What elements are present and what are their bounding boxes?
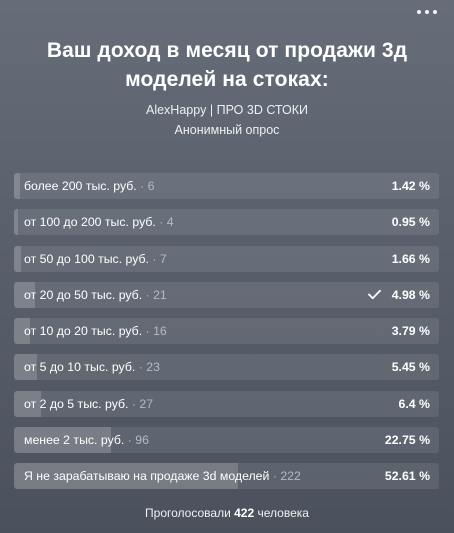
poll-option-label: Я не зарабатываю на продаже 3d моделей [24, 469, 270, 484]
poll-type: Анонимный опрос [174, 123, 280, 137]
footer-suffix: человека [254, 506, 309, 520]
poll-option-progress [14, 281, 36, 308]
poll-option-text: от 20 до 50 тыс. руб. · 21 [24, 282, 167, 308]
poll-option-label: менее 2 тыс. руб. [24, 433, 125, 448]
poll-option-label: более 200 тыс. руб. [24, 179, 137, 193]
poll-option-percent: 5.45 % [391, 360, 430, 375]
poll-option-text: Я не зарабатываю на продаже 3d моделей ·… [24, 463, 301, 489]
dot [433, 10, 437, 14]
poll-option[interactable]: Я не зарабатываю на продаже 3d моделей ·… [14, 463, 439, 490]
more-options-icon[interactable] [415, 8, 439, 16]
poll-option-votes: · 7 [148, 251, 167, 266]
poll-option-votes: · 23 [135, 360, 160, 375]
poll-footer: Проголосовали 422 человека [0, 506, 454, 520]
poll-option-progress [14, 209, 19, 236]
poll-option-votes: · 222 [269, 469, 301, 484]
poll-option-progress [14, 173, 21, 199]
poll-option-progress [14, 318, 31, 345]
poll-option-text: от 2 до 5 тыс. руб. · 27 [24, 391, 153, 417]
poll-option-label: от 5 до 10 тыс. руб. [24, 360, 136, 375]
poll-option-percent: 52.61 % [384, 469, 430, 484]
poll-option-label: от 50 до 100 тыс. руб. [24, 251, 149, 266]
poll-option-percent: 0.95 % [391, 215, 430, 230]
poll-option[interactable]: менее 2 тыс. руб. · 96 22.75 % [14, 427, 439, 454]
poll-option[interactable]: более 200 тыс. руб. · 6 1.42 % [14, 173, 439, 199]
poll-option[interactable]: от 50 до 100 тыс. руб. · 7 1.66 % [14, 245, 439, 272]
poll-title: Ваш доход в месяц от продажи 3д моделей … [46, 39, 408, 91]
poll-option-percent: 6.4 % [398, 396, 430, 411]
poll-option-votes: · 6 [136, 179, 155, 193]
poll-option-label: от 100 до 200 тыс. руб. [24, 215, 156, 230]
poll-option[interactable]: от 100 до 200 тыс. руб. · 4 0.95 % [14, 209, 439, 236]
poll-option-label: от 10 до 20 тыс. руб. [24, 324, 143, 339]
dot [425, 10, 429, 14]
poll-option[interactable]: от 10 до 20 тыс. руб. · 16 3.79 % [14, 318, 439, 345]
poll-option-votes: · 27 [128, 396, 154, 411]
poll-option-text: менее 2 тыс. руб. · 96 [24, 427, 149, 453]
dot [417, 10, 421, 14]
poll-option-progress [14, 245, 22, 272]
voters-count: 422 [234, 506, 255, 520]
poll-option-votes: · 21 [142, 287, 167, 302]
poll-option-text: более 200 тыс. руб. · 6 [24, 173, 155, 199]
poll-option-percent: 1.66 % [391, 251, 430, 266]
poll-option-votes: · 96 [124, 433, 149, 448]
checkmark-icon [368, 289, 381, 299]
poll-option-text: от 50 до 100 тыс. руб. · 7 [24, 246, 167, 272]
poll-options: более 200 тыс. руб. · 6 1.42 % от 100 до 2… [14, 173, 439, 500]
poll-option-progress [14, 463, 238, 490]
poll-option-progress [14, 390, 42, 417]
poll-option-text: от 5 до 10 тыс. руб. · 23 [24, 354, 160, 380]
poll-option-text: от 100 до 200 тыс. руб. · 4 [24, 209, 174, 235]
poll-option-progress [14, 427, 111, 454]
poll-option-percent: 1.42 % [391, 179, 430, 193]
poll-option-progress [14, 354, 38, 381]
poll-option-percent: 3.79 % [391, 324, 430, 339]
poll-option-votes: · 16 [142, 324, 167, 339]
poll-option-text: от 10 до 20 тыс. руб. · 16 [24, 318, 167, 344]
poll-author[interactable]: AlexHappy | ПРО 3D СТОКИ [145, 103, 308, 117]
poll-option-label: от 20 до 50 тыс. руб. [24, 287, 143, 302]
poll-option-percent: 22.75 % [384, 433, 430, 448]
poll-option-label: от 2 до 5 тыс. руб. [24, 396, 129, 411]
poll-option[interactable]: от 2 до 5 тыс. руб. · 27 6.4 % [14, 390, 439, 417]
poll-option-percent: 4.98 % [391, 287, 430, 302]
poll-option[interactable]: от 20 до 50 тыс. руб. · 21 4.98 % [14, 281, 439, 308]
poll-option[interactable]: от 5 до 10 тыс. руб. · 23 5.45 % [14, 354, 439, 381]
poll-option-votes: · 4 [155, 215, 174, 230]
footer-prefix: Проголосовали [145, 506, 235, 520]
